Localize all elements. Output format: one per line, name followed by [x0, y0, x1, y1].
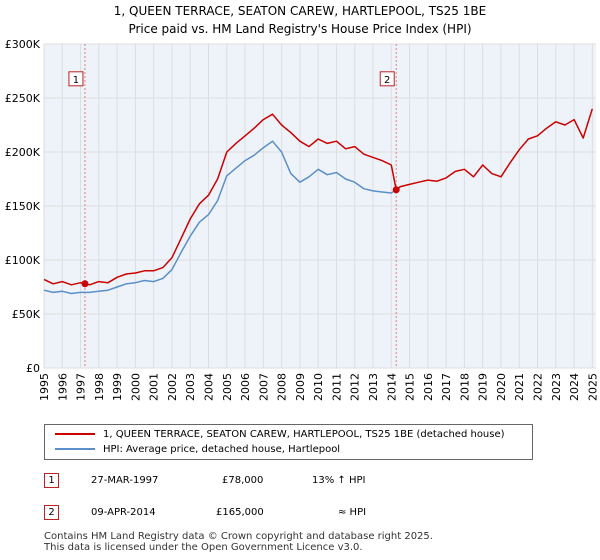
- legend-label-property: 1, QUEEN TERRACE, SEATON CAREW, HARTLEPO…: [103, 429, 505, 440]
- y-tick-label: £300K: [5, 38, 41, 51]
- x-tick-label: 2009: [294, 373, 307, 401]
- sale-date: 09-APR-2014: [91, 507, 156, 518]
- y-tick-label: £250K: [5, 92, 41, 105]
- legend-swatch-hpi: [55, 448, 95, 450]
- grid-lines: [43, 43, 596, 369]
- x-tick-label: 1995: [38, 373, 51, 401]
- y-axis-ticks: £0 £50K £100K £150K £200K £250K £300K: [5, 38, 41, 375]
- x-tick-label: 2015: [404, 373, 417, 401]
- sale-number-badge: 2: [44, 505, 59, 520]
- x-tick-label: 2008: [276, 373, 289, 401]
- x-tick-label: 2020: [495, 373, 508, 401]
- sale-label-text: 2: [384, 75, 390, 86]
- sale-hpi-note: 13% ↑ HPI: [312, 475, 366, 486]
- x-tick-label: 2022: [532, 373, 545, 401]
- x-tick-label: 2011: [330, 373, 343, 401]
- legend-swatch-property: [55, 433, 95, 435]
- x-tick-label: 2023: [550, 373, 563, 401]
- x-tick-label: 2005: [221, 373, 234, 401]
- x-tick-label: 2018: [458, 373, 471, 401]
- x-tick-label: 2019: [477, 373, 490, 401]
- x-tick-label: 2007: [257, 373, 270, 401]
- footer-copyright: Contains HM Land Registry data © Crown c…: [44, 531, 433, 542]
- sale-number-badge: 1: [44, 473, 59, 488]
- series-lines: [43, 108, 594, 295]
- sale-price: £78,000: [222, 475, 264, 486]
- y-tick-label: £150K: [5, 200, 41, 213]
- x-tick-label: 2016: [422, 373, 435, 401]
- x-tick-label: 1996: [56, 373, 69, 401]
- sale-vlines: [84, 44, 397, 368]
- y-tick-label: £50K: [12, 308, 41, 321]
- x-tick-label: 2021: [513, 373, 526, 401]
- hpi-line: [43, 140, 397, 295]
- footer-licence: This data is licensed under the Open Gov…: [44, 542, 363, 553]
- sale-label-text: 1: [73, 75, 79, 86]
- x-tick-label: 2013: [367, 373, 380, 401]
- x-axis-ticks: 1995 1996 1997 1998 1999 2000 2001 2002 2003 2004…: [38, 373, 599, 401]
- x-tick-label: 2025: [586, 373, 599, 401]
- x-tick-label: 2010: [312, 373, 325, 401]
- x-tick-label: 2004: [203, 373, 216, 401]
- sale-point: [392, 186, 400, 194]
- legend-item-property: 1, QUEEN TERRACE, SEATON CAREW, HARTLEPO…: [55, 428, 505, 442]
- legend: 1, QUEEN TERRACE, SEATON CAREW, HARTLEPO…: [44, 424, 533, 460]
- indexed-price-line: [395, 108, 594, 191]
- chart-title: 1, QUEEN TERRACE, SEATON CAREW, HARTLEPO…: [113, 4, 487, 18]
- y-tick-label: £0: [26, 362, 40, 375]
- y-tick-label: £100K: [5, 254, 41, 267]
- x-tick-label: 2014: [385, 373, 398, 401]
- x-tick-label: 2006: [239, 373, 252, 401]
- x-tick-label: 1998: [93, 373, 106, 401]
- chart-subtitle: Price paid vs. HM Land Registry's House …: [128, 22, 472, 36]
- sale-price: £165,000: [216, 507, 264, 518]
- x-tick-label: 1999: [111, 373, 124, 401]
- legend-item-hpi: HPI: Average price, detached house, Hart…: [55, 443, 340, 457]
- x-tick-label: 1997: [75, 373, 88, 401]
- x-tick-label: 2017: [440, 373, 453, 401]
- x-tick-label: 2002: [166, 373, 179, 401]
- x-tick-label: 2003: [184, 373, 197, 401]
- sale-label-box: [379, 71, 395, 87]
- legend-label-hpi: HPI: Average price, detached house, Hart…: [103, 444, 341, 455]
- sale-point: [81, 280, 89, 288]
- sale-date: 27-MAR-1997: [91, 475, 159, 486]
- x-tick-label: 2000: [129, 373, 142, 401]
- sale-hpi-note: ≈ HPI: [338, 507, 367, 518]
- x-tick-label: 2024: [568, 373, 581, 401]
- y-tick-label: £200K: [5, 146, 41, 159]
- property-price-line: [43, 113, 397, 286]
- x-tick-label: 2012: [349, 373, 362, 401]
- x-tick-label: 2001: [148, 373, 161, 401]
- sale-label-box: [68, 71, 84, 87]
